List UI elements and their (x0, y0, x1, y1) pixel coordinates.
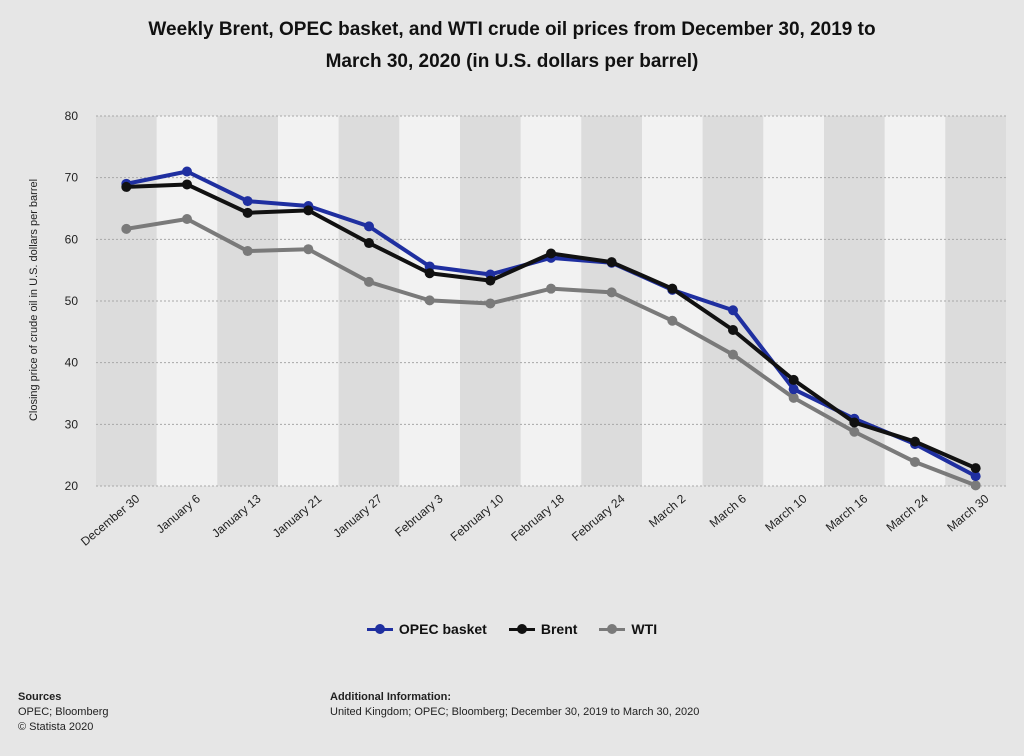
data-point-wti[interactable] (970, 480, 981, 491)
series-wti (121, 213, 981, 491)
legend-item-opec[interactable]: OPEC basket (366, 621, 487, 637)
additional-info-text: United Kingdom; OPEC; Bloomberg; Decembe… (330, 706, 700, 718)
x-tick-label: January 6 (154, 491, 204, 536)
x-tick-label: December 30 (78, 491, 142, 548)
legend-item-brent[interactable]: Brent (508, 621, 578, 637)
data-point-brent[interactable] (424, 268, 435, 279)
data-point-wti[interactable] (667, 315, 678, 326)
legend: OPEC basket Brent WTI (0, 621, 1024, 637)
plot-band (884, 116, 946, 486)
y-axis-ticks: 20 30 40 50 60 70 80 (65, 109, 79, 493)
data-point-brent[interactable] (485, 275, 496, 286)
additional-info-label: Additional Information: (330, 691, 451, 703)
x-tick-label: March 16 (823, 491, 871, 534)
x-tick-label: February 24 (569, 491, 628, 544)
y-tick-label: 20 (65, 479, 79, 493)
legend-swatch-opec (366, 623, 393, 635)
plot-band (520, 116, 582, 486)
y-tick-label: 80 (65, 109, 79, 123)
data-point-brent[interactable] (242, 207, 253, 218)
x-tick-label: March 24 (884, 491, 932, 534)
data-point-wti[interactable] (121, 223, 132, 234)
data-point-wti[interactable] (303, 244, 314, 255)
x-tick-label: January 27 (330, 491, 385, 540)
x-tick-label: March 2 (646, 491, 688, 530)
chart-title-line-1: Weekly Brent, OPEC basket, and WTI crude… (148, 19, 876, 40)
chart-title: Weekly Brent, OPEC basket, and WTI crude… (40, 14, 984, 78)
sources-text[interactable]: OPEC; Bloomberg (18, 706, 109, 718)
data-point-wti[interactable] (910, 456, 920, 467)
data-point-brent[interactable] (667, 283, 678, 294)
data-point-brent[interactable] (303, 205, 314, 216)
x-axis-ticks: December 30 January 6 January 13 January 21… (78, 491, 992, 548)
data-point-wti[interactable] (424, 295, 435, 306)
data-point-brent[interactable] (546, 248, 556, 259)
data-point-brent[interactable] (364, 238, 374, 249)
data-point-wti[interactable] (546, 283, 556, 294)
data-point-wti[interactable] (849, 426, 860, 437)
y-tick-label: 30 (65, 417, 79, 431)
data-point-opec-basket[interactable] (728, 305, 738, 316)
x-tick-label: February 18 (508, 491, 567, 544)
copyright-text: © Statista 2020 (18, 721, 94, 733)
legend-label-wti: WTI (631, 621, 658, 637)
plot-band (156, 116, 218, 486)
data-point-brent[interactable] (910, 436, 920, 447)
legend-label-opec: OPEC basket (398, 621, 487, 637)
data-point-wti[interactable] (364, 276, 374, 287)
data-point-opec-basket[interactable] (970, 471, 981, 482)
chart-title-line-2: March 30, 2020 (in U.S. dollars per barr… (325, 51, 699, 72)
data-point-wti[interactable] (606, 287, 617, 298)
data-point-wti[interactable] (485, 298, 496, 309)
x-tick-label: February 3 (392, 491, 446, 539)
data-point-opec-basket[interactable] (364, 221, 374, 232)
series-brent (121, 179, 981, 474)
x-tick-label: March 30 (944, 491, 992, 534)
legend-swatch-brent (508, 623, 535, 635)
sources-label: Sources (18, 691, 62, 703)
data-point-brent[interactable] (849, 417, 860, 428)
data-point-brent[interactable] (121, 181, 132, 192)
data-point-wti[interactable] (788, 392, 799, 403)
plot-band (945, 116, 1006, 486)
legend-item-wti[interactable]: WTI (599, 621, 657, 637)
y-axis-label: Closing price of crude oil in U.S. dolla… (28, 178, 40, 422)
data-point-opec-basket[interactable] (182, 166, 192, 177)
y-tick-label: 40 (65, 356, 79, 370)
sources-block: Sources OPEC; Bloomberg © Statista 2020 (18, 690, 108, 735)
data-point-brent[interactable] (788, 374, 799, 385)
plot-band (217, 116, 278, 486)
x-tick-label: January 21 (270, 491, 325, 540)
data-point-brent[interactable] (728, 324, 738, 335)
data-point-wti[interactable] (242, 246, 253, 257)
x-tick-label: February 10 (448, 491, 507, 544)
data-point-opec-basket[interactable] (788, 384, 799, 395)
legend-swatch-wti (599, 623, 626, 635)
series-lines (121, 166, 981, 491)
x-tick-label: January 13 (209, 491, 264, 540)
data-point-wti[interactable] (728, 349, 738, 360)
x-tick-label: March 6 (707, 491, 749, 530)
additional-info-block: Additional Information: United Kingdom; … (330, 690, 699, 720)
data-point-brent[interactable] (970, 463, 981, 474)
y-tick-label: 60 (65, 232, 79, 246)
data-point-brent[interactable] (182, 179, 192, 190)
legend-label-brent: Brent (540, 621, 578, 637)
data-point-brent[interactable] (606, 257, 617, 268)
plot-band (96, 116, 157, 486)
data-point-wti[interactable] (182, 213, 192, 224)
y-tick-label: 70 (65, 171, 79, 185)
data-point-opec-basket[interactable] (242, 196, 253, 207)
y-tick-label: 50 (65, 294, 79, 308)
x-tick-label: March 10 (762, 491, 810, 534)
